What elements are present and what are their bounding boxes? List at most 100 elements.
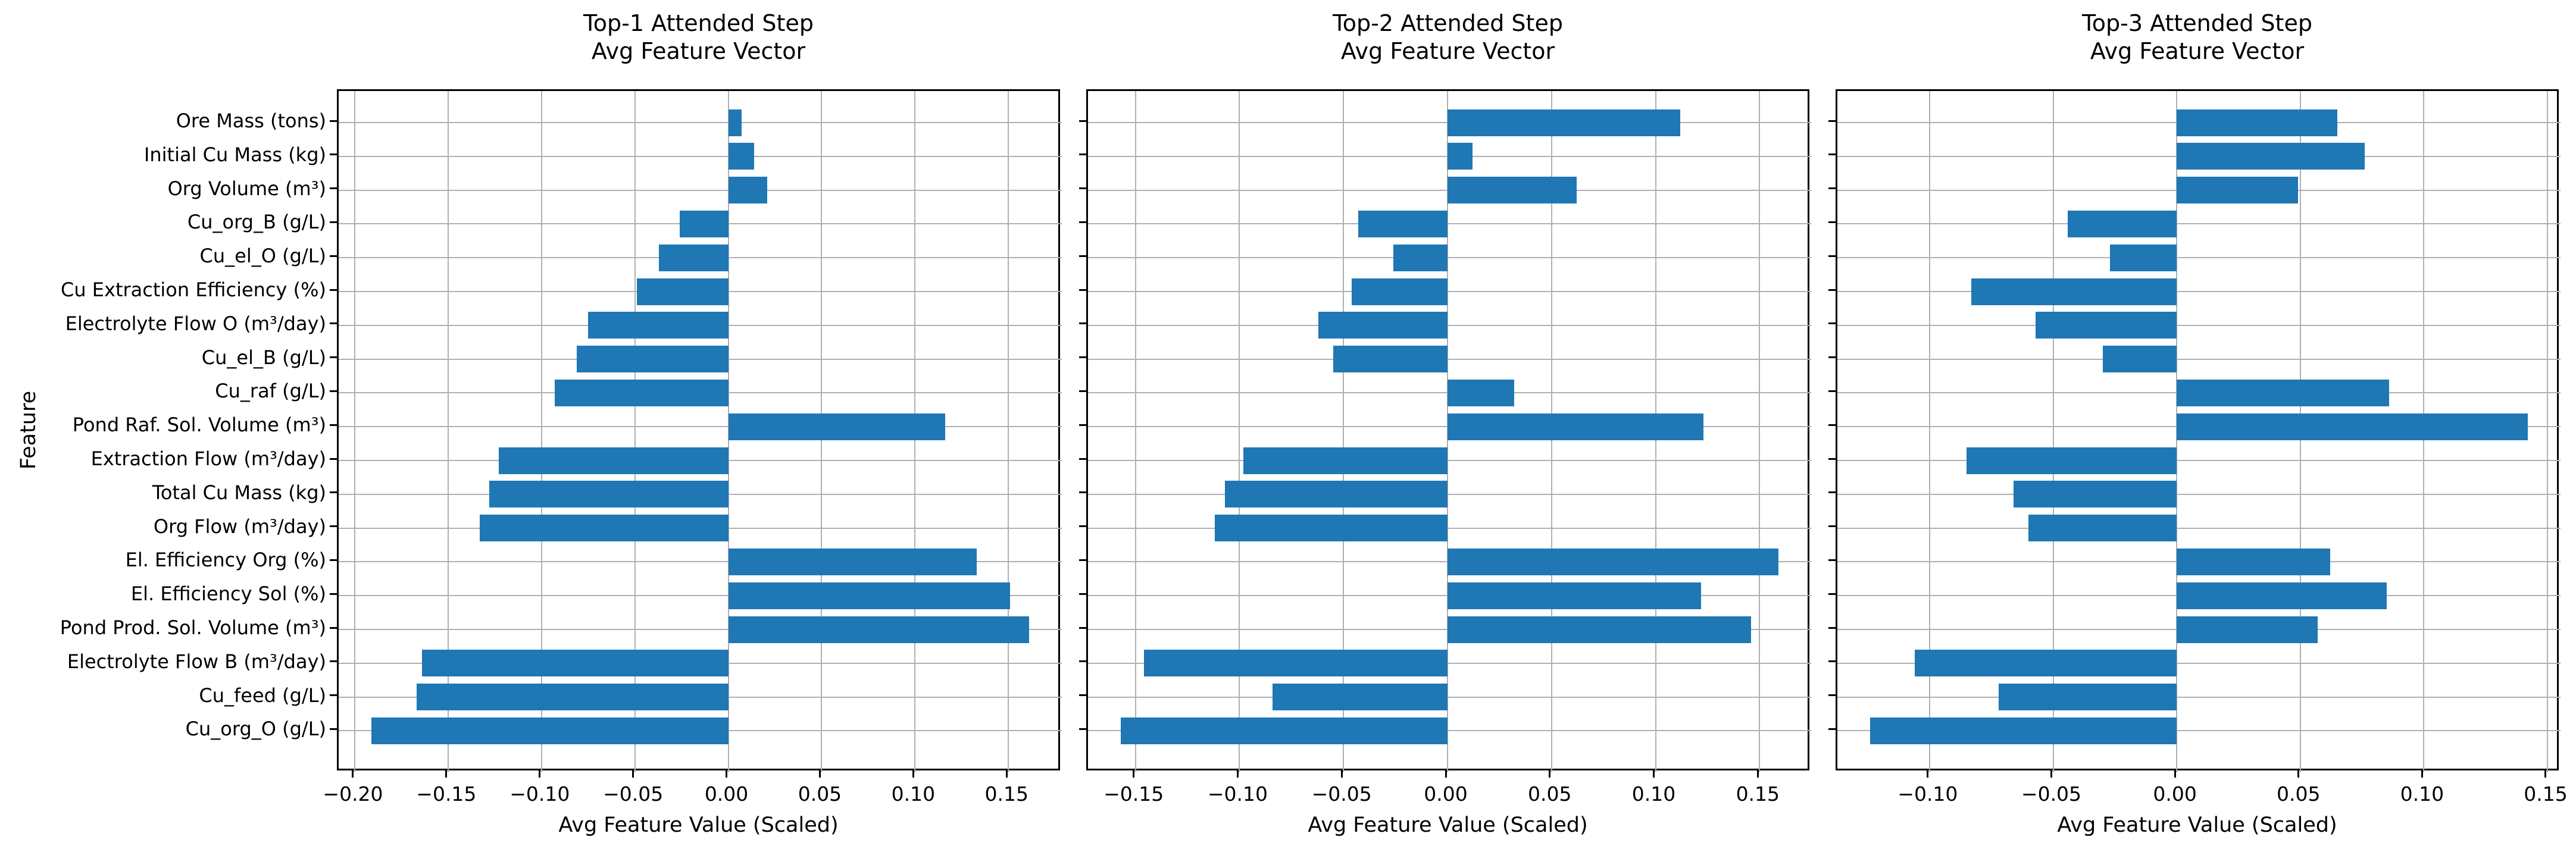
y-tick-mark: [330, 322, 337, 325]
bar-el-efficiency-sol: [1448, 582, 1702, 609]
bar-total-cu-mass-kg: [1224, 481, 1448, 508]
y-tick-mark: [330, 221, 337, 223]
x-tick-mark: [1005, 770, 1008, 778]
bar-org-volume-m: [2177, 177, 2298, 204]
bar-initial-cu-mass-kg: [2177, 143, 2365, 170]
y-tick-label: Cu_raf (g/L): [215, 380, 326, 403]
bar-cu-org-b-g-l: [1358, 210, 1448, 237]
x-tick-mark: [2421, 770, 2423, 778]
x-tick-mark: [539, 770, 541, 778]
gridline-h: [1088, 324, 1811, 326]
x-tick-label: 0.00: [704, 782, 749, 806]
y-tick-mark: [1079, 187, 1086, 190]
x-tick-label: 0.15: [1736, 782, 1780, 806]
gridline-h: [1837, 223, 2561, 225]
gridline-h: [1837, 730, 2561, 732]
y-tick-mark: [330, 458, 337, 460]
y-tick-mark: [330, 491, 337, 494]
y-tick-mark: [1079, 728, 1086, 730]
x-tick-label: −0.10: [1207, 782, 1268, 806]
bar-pond-prod-sol-volume-m: [1448, 616, 1752, 643]
y-tick-mark: [1828, 559, 1836, 561]
subplot-top-3: Top-3 Attended Step Avg Feature Vector −0…: [1828, 0, 2568, 846]
gridline-h: [1837, 662, 2561, 664]
y-tick-mark: [330, 289, 337, 291]
bar-cu-el-o-g-l: [2110, 244, 2177, 271]
y-tick-mark: [1079, 356, 1086, 359]
y-tick-label: Cu Extraction Efficiency (%): [60, 278, 326, 301]
bar-pond-raf-sol-volume-m: [2177, 413, 2528, 440]
gridline-h: [1837, 291, 2561, 292]
y-tick-label: Ore Mass (tons): [176, 109, 326, 132]
gridline-h: [1837, 460, 2561, 461]
bar-cu-org-o-g-l: [1870, 717, 2177, 744]
x-tick-mark: [912, 770, 914, 778]
y-tick-mark: [1828, 120, 1836, 122]
y-tick-label: Total Cu Mass (kg): [152, 481, 326, 504]
x-tick-label: −0.05: [2021, 782, 2082, 806]
y-tick-mark: [1828, 221, 1836, 223]
bar-extraction-flow-m-day: [1967, 447, 2177, 474]
x-tick-label: −0.15: [416, 782, 477, 806]
x-tick-mark: [352, 770, 354, 778]
bar-extraction-flow-m-day: [498, 447, 729, 474]
bar-cu-raf-g-l: [1448, 379, 1514, 406]
y-tick-label: Electrolyte Flow B (m³/day): [67, 650, 326, 673]
y-tick-mark: [330, 525, 337, 528]
y-tick-mark: [1079, 660, 1086, 663]
x-tick-mark: [1133, 770, 1135, 778]
y-tick-mark: [330, 424, 337, 426]
y-tick-mark: [330, 559, 337, 561]
gridline-v: [1343, 91, 1345, 772]
x-tick-label: 0.05: [2276, 782, 2321, 806]
subplot-top-1: Top-1 Attended Step Avg Feature Vector −0…: [323, 0, 1062, 846]
y-tick-label: El. Efficiency Org (%): [125, 549, 326, 572]
gridline-h: [1088, 730, 1811, 732]
y-tick-label: Org Flow (m³/day): [153, 515, 326, 538]
x-tick-label: −0.05: [1311, 782, 1372, 806]
gridline-h: [339, 122, 1062, 123]
y-tick-label: Cu_el_O (g/L): [199, 245, 326, 268]
gridline-h: [339, 189, 1062, 191]
y-tick-mark: [1079, 626, 1086, 629]
bar-ore-mass-tons: [1448, 109, 1681, 136]
y-tick-mark: [330, 660, 337, 663]
bar-cu-raf-g-l: [2177, 379, 2390, 406]
gridline-h: [1837, 696, 2561, 698]
gridline-v: [634, 91, 636, 772]
x-tick-mark: [1653, 770, 1655, 778]
gridline-h: [1088, 257, 1811, 259]
y-tick-mark: [330, 356, 337, 359]
x-tick-label: −0.10: [1897, 782, 1958, 806]
y-tick-mark: [1079, 458, 1086, 460]
bar-electrolyte-flow-b-m-day: [421, 650, 729, 677]
x-tick-label: −0.05: [603, 782, 664, 806]
gridline-h: [1088, 493, 1811, 495]
bar-el-efficiency-sol: [728, 582, 1011, 609]
subplot-top-2: Top-2 Attended Step Avg Feature Vector −0…: [1079, 0, 1811, 846]
gridline-v: [1134, 91, 1136, 772]
bar-org-flow-m-day: [480, 515, 729, 542]
x-tick-mark: [2297, 770, 2300, 778]
bar-org-volume-m: [728, 177, 768, 204]
x-axis-label: Avg Feature Value (Scaled): [1308, 813, 1588, 837]
gridline-v: [1008, 91, 1009, 772]
bar-ore-mass-tons: [728, 109, 742, 136]
y-tick-mark: [1079, 491, 1086, 494]
y-tick-mark: [330, 593, 337, 595]
bar-org-flow-m-day: [2028, 515, 2177, 542]
y-tick-mark: [1828, 356, 1836, 359]
gridline-v: [354, 91, 355, 772]
bar-cu-el-o-g-l: [659, 244, 729, 271]
bar-pond-prod-sol-volume-m: [2177, 616, 2318, 643]
gridline-h: [1088, 527, 1811, 529]
gridline-v: [2546, 91, 2548, 772]
bar-cu-org-b-g-l: [679, 210, 729, 237]
y-tick-label: Extraction Flow (m³/day): [90, 447, 326, 470]
x-tick-mark: [2174, 770, 2176, 778]
bar-initial-cu-mass-kg: [728, 143, 755, 170]
bar-org-volume-m: [1448, 177, 1577, 204]
x-tick-mark: [818, 770, 821, 778]
y-tick-label: El. Efficiency Sol (%): [130, 582, 326, 606]
y-tick-mark: [330, 390, 337, 392]
